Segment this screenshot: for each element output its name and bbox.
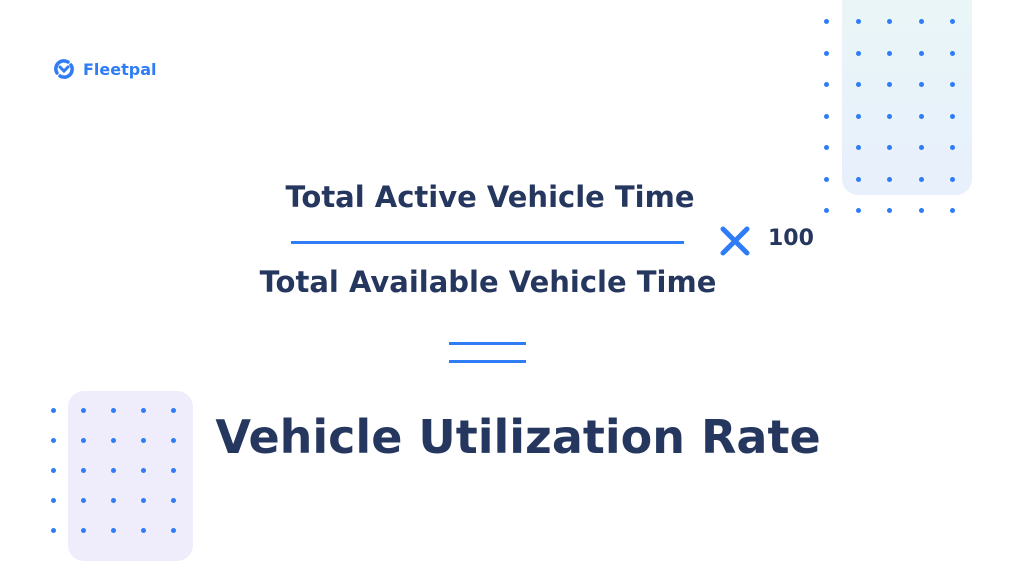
dot [950,50,955,56]
dot [950,145,955,150]
dot [80,497,86,503]
dot [950,82,955,87]
dot [110,467,116,473]
dot [918,176,924,182]
equals-bar-bottom [449,360,526,363]
dot [80,467,86,473]
dot [50,467,56,473]
dot [140,497,146,503]
dot [855,145,861,150]
dot [110,437,116,443]
dot [887,145,892,150]
dot [50,407,56,413]
dot [887,208,892,213]
dot [50,497,56,503]
formula-denominator: Total Available Vehicle Time [259,265,717,299]
dot [170,497,176,503]
dot [110,527,116,533]
dot [824,19,829,24]
dot [140,407,146,413]
dot [140,527,146,533]
dot [918,19,924,24]
dot [855,82,861,87]
dot [887,176,892,182]
dot [950,113,955,119]
dot [855,19,861,24]
dot [887,50,892,56]
dot [855,113,861,119]
dot [918,145,924,150]
dot [80,527,86,533]
dot [80,407,86,413]
brand-name: Fleetpal [83,59,157,79]
dot [110,497,116,503]
fraction-bar [291,241,684,244]
dot [824,208,829,213]
dot [887,113,892,119]
dot [110,407,116,413]
dot [918,82,924,87]
equals-bar-top [449,342,526,345]
brand-logo: Fleetpal [53,58,157,80]
dot [855,50,861,56]
dot [824,145,829,150]
dot [918,208,924,213]
dot [824,113,829,119]
dot [170,437,176,443]
dot [950,176,955,182]
dot [918,113,924,119]
dot [170,527,176,533]
dot [80,437,86,443]
dot [918,50,924,56]
dot [140,467,146,473]
dot [170,407,176,413]
dot [50,527,56,533]
dot [855,176,861,182]
multiply-icon [720,226,750,256]
dot [824,176,829,182]
dot [824,50,829,56]
dot [950,19,955,24]
dot [824,82,829,87]
dot [950,208,955,213]
dot [170,467,176,473]
result-title: Vehicle Utilization Rate [215,410,821,464]
formula-numerator: Total Active Vehicle Time [285,180,695,214]
dot [50,437,56,443]
dot [887,19,892,24]
decorative-panel-top-right [842,0,972,195]
fleetpal-logo-icon [54,59,74,79]
dot [855,208,861,213]
dot [887,82,892,87]
dot [140,437,146,443]
formula-multiplier: 100 [768,226,814,251]
decorative-panel-bottom-left [68,391,193,561]
